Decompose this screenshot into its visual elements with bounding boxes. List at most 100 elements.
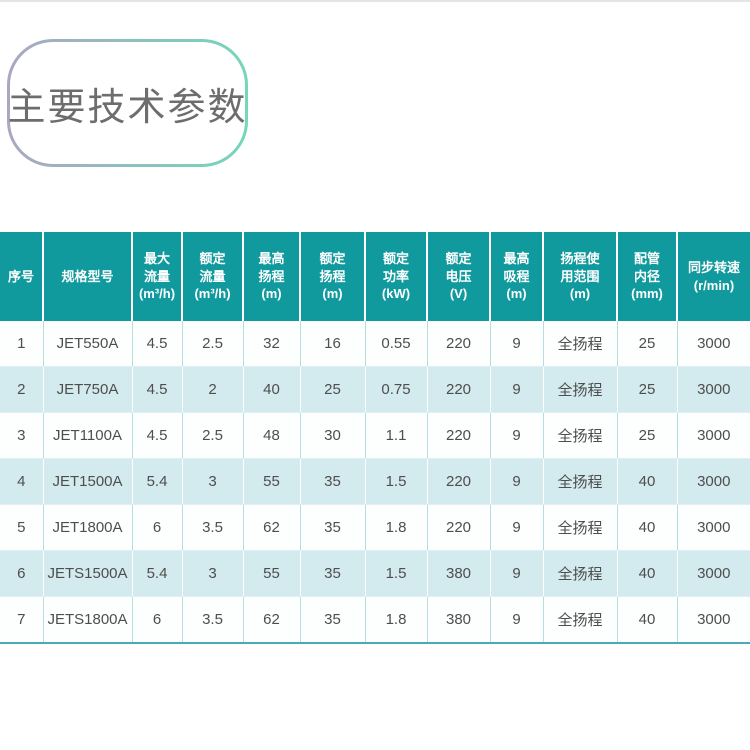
section-title-badge-inner: 主要技术参数	[7, 42, 248, 164]
table-cell: 1.5	[364, 458, 427, 505]
table-cell: 3.5	[181, 596, 243, 644]
table-cell: 1.8	[364, 596, 427, 644]
table-cell: 4.5	[131, 321, 182, 367]
table-cell: 2.5	[181, 321, 243, 367]
column-header: 最大 流量 (m³/h)	[131, 232, 182, 321]
table-cell: 3000	[676, 366, 750, 413]
table-row: 4 JET1500A 5.4 3 55 35 1.5 220 9 全扬程 40 3000	[0, 458, 750, 505]
spec-table-body: 1 JET550A 4.5 2.5 32 16 0.55 220 9 全扬程 25 3000 2 JET7…	[0, 321, 750, 644]
column-header: 最高 吸程 (m)	[489, 232, 543, 321]
page-title: 主要技术参数	[7, 86, 248, 129]
table-cell: 6	[131, 504, 182, 551]
table-row: 2 JET750A 4.5 2 40 25 0.75 220 9 全扬程 25 3000	[0, 366, 750, 413]
column-header: 额定 流量 (m³/h)	[181, 232, 243, 321]
table-cell: JETS1800A	[42, 596, 132, 644]
table-cell: JET1500A	[42, 458, 132, 505]
table-cell: JET1800A	[42, 504, 132, 551]
table-cell: JET1100A	[42, 412, 132, 459]
table-cell: 全扬程	[542, 366, 617, 413]
table-cell: 220	[426, 366, 490, 413]
table-cell: 3000	[676, 596, 750, 644]
table-cell: 1	[0, 321, 43, 367]
table-cell: 25	[616, 412, 677, 459]
table-cell: 5.4	[131, 550, 182, 597]
column-header: 额定 扬程 (m)	[299, 232, 365, 321]
table-cell: 25	[616, 366, 677, 413]
table-cell: JET550A	[42, 321, 132, 367]
table-cell: 9	[489, 504, 543, 551]
spec-table: 序号 规格型号 最大 流量 (m³/h) 额定 流量 (m³/h) 最高 扬程 (m) 额…	[0, 232, 750, 644]
table-cell: 1.5	[364, 550, 427, 597]
table-cell: 9	[489, 321, 543, 367]
table-cell: 40	[616, 596, 677, 644]
table-row: 3 JET1100A 4.5 2.5 48 30 1.1 220 9 全扬程 25 3000	[0, 412, 750, 459]
table-cell: 62	[242, 504, 300, 551]
table-cell: 3	[0, 412, 43, 459]
table-cell: 全扬程	[542, 504, 617, 551]
table-row: 6 JETS1500A 5.4 3 55 35 1.5 380 9 全扬程 40 3000	[0, 550, 750, 597]
table-cell: 9	[489, 458, 543, 505]
table-cell: 62	[242, 596, 300, 644]
table-cell: 3	[181, 458, 243, 505]
table-cell: 35	[299, 458, 365, 505]
table-cell: 55	[242, 550, 300, 597]
table-cell: 2	[181, 366, 243, 413]
table-cell: 25	[616, 321, 677, 367]
table-cell: 40	[242, 366, 300, 413]
table-cell: 全扬程	[542, 412, 617, 459]
column-header: 额定 电压 (V)	[426, 232, 490, 321]
table-cell: 5.4	[131, 458, 182, 505]
table-cell: 7	[0, 596, 43, 644]
table-cell: 5	[0, 504, 43, 551]
table-cell: 220	[426, 504, 490, 551]
table-cell: 25	[299, 366, 365, 413]
table-cell: 9	[489, 550, 543, 597]
table-cell: 40	[616, 504, 677, 551]
table-cell: 35	[299, 504, 365, 551]
table-cell: 全扬程	[542, 550, 617, 597]
table-cell: 6	[0, 550, 43, 597]
column-header: 序号	[0, 232, 43, 321]
table-cell: 2.5	[181, 412, 243, 459]
table-cell: 32	[242, 321, 300, 367]
table-cell: 全扬程	[542, 321, 617, 367]
table-cell: 48	[242, 412, 300, 459]
table-cell: 6	[131, 596, 182, 644]
table-cell: 16	[299, 321, 365, 367]
table-cell: 380	[426, 596, 490, 644]
table-cell: 1.1	[364, 412, 427, 459]
column-header: 额定 功率 (kW)	[364, 232, 427, 321]
column-header: 同步转速 (r/min)	[676, 232, 750, 321]
table-cell: 2	[0, 366, 43, 413]
table-cell: 0.55	[364, 321, 427, 367]
table-cell: 4.5	[131, 412, 182, 459]
table-cell: 9	[489, 596, 543, 644]
table-cell: JETS1500A	[42, 550, 132, 597]
column-header: 规格型号	[42, 232, 132, 321]
table-cell: JET750A	[42, 366, 132, 413]
table-cell: 3000	[676, 412, 750, 459]
table-cell: 3000	[676, 504, 750, 551]
table-cell: 1.8	[364, 504, 427, 551]
table-cell: 220	[426, 321, 490, 367]
header-row: 序号 规格型号 最大 流量 (m³/h) 额定 流量 (m³/h) 最高 扬程 (m) 额…	[0, 232, 750, 321]
table-cell: 3000	[676, 550, 750, 597]
column-header: 最高 扬程 (m)	[242, 232, 300, 321]
table-row: 1 JET550A 4.5 2.5 32 16 0.55 220 9 全扬程 25 3000	[0, 321, 750, 367]
table-cell: 380	[426, 550, 490, 597]
table-cell: 3000	[676, 321, 750, 367]
table-cell: 9	[489, 366, 543, 413]
section-title-badge: 主要技术参数	[7, 39, 248, 167]
table-cell: 0.75	[364, 366, 427, 413]
table-cell: 3000	[676, 458, 750, 505]
table-cell: 4	[0, 458, 43, 505]
table-row: 7 JETS1800A 6 3.5 62 35 1.8 380 9 全扬程 40 3000	[0, 596, 750, 644]
table-cell: 9	[489, 412, 543, 459]
table-cell: 全扬程	[542, 596, 617, 644]
column-header: 配管 内径 (mm)	[616, 232, 677, 321]
table-cell: 220	[426, 458, 490, 505]
table-cell: 220	[426, 412, 490, 459]
spec-table-head: 序号 规格型号 最大 流量 (m³/h) 额定 流量 (m³/h) 最高 扬程 (m) 额…	[0, 232, 750, 321]
table-cell: 30	[299, 412, 365, 459]
top-divider	[0, 0, 750, 2]
